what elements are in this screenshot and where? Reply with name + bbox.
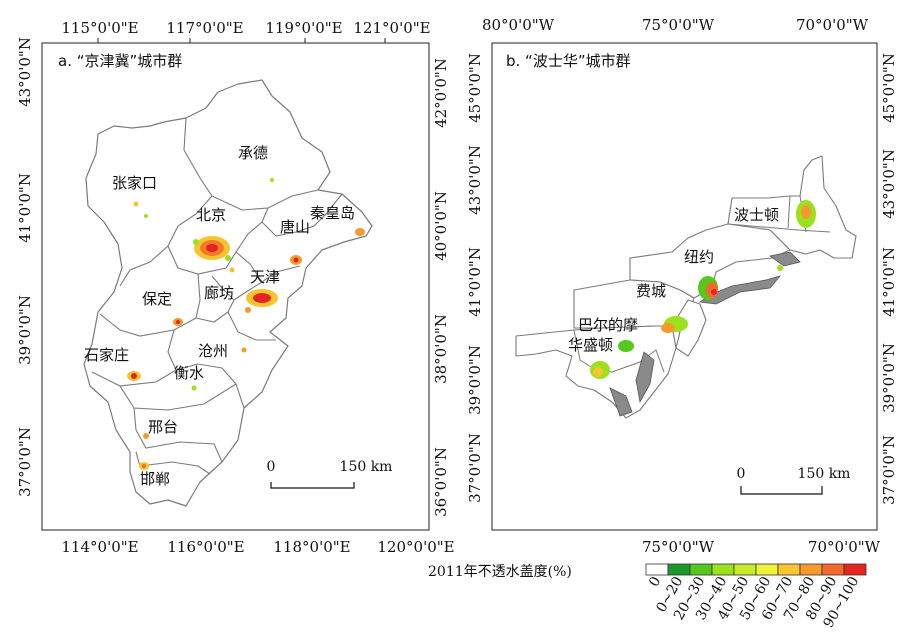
legend-swatch [755, 563, 779, 576]
panel-b-left-tick: 39°0'0"N [466, 345, 484, 415]
panel-b: 80°0'0"W 75°0'0"W 70°0'0"W 75°0'0"W 70°0… [466, 16, 898, 556]
jingjinji-outline [83, 79, 373, 507]
scale-zero: 0 [267, 459, 276, 475]
city-label: 承德 [238, 144, 268, 162]
city-label: 邯郸 [140, 470, 170, 488]
panel-b-right-tick: 41°0'0"N [880, 247, 898, 317]
panel-b-right-tick: 45°0'0"N [880, 53, 898, 123]
panel-b-left-tick: 45°0'0"N [466, 53, 484, 123]
panel-b-top-tick: 70°0'0"W [796, 16, 869, 34]
legend-swatch [843, 563, 867, 576]
legend-swatch [799, 563, 823, 576]
panel-b-top-tick: 80°0'0"W [482, 16, 555, 34]
legend-swatch [645, 563, 669, 576]
panel-a-right-tick: 40°0'0"N [432, 191, 450, 261]
panel-a-left-tick: 37°0'0"N [16, 427, 34, 497]
city-label: 廊坊 [204, 284, 234, 302]
panel-a-right-tick: 36°0'0"N [432, 447, 450, 517]
panel-b-right-tick: 43°0'0"N [880, 149, 898, 219]
panel-b-bottom-tick: 70°0'0"W [808, 538, 881, 556]
city-label: 秦皇岛 [310, 204, 355, 222]
city-label: 张家口 [112, 174, 157, 192]
city-label: 纽约 [684, 248, 714, 266]
impervious-patches-b [590, 200, 816, 379]
panel-a-right-tick: 42°0'0"N [432, 58, 450, 128]
city-label: 北京 [196, 206, 226, 224]
panel-a-bottom-tick: 114°0'0"E [61, 538, 138, 556]
panel-b-right-tick: 37°0'0"N [880, 435, 898, 505]
panel-b-left-tick: 37°0'0"N [466, 433, 484, 503]
panel-b-top-tick: 75°0'0"W [642, 16, 715, 34]
city-label: 沧州 [198, 342, 228, 360]
scale-distance: 150 km [798, 466, 851, 482]
city-label: 衡水 [174, 364, 204, 382]
legend: 2011年不透水盖度(%) 00~2020~3030~4040~5050~606… [428, 563, 867, 631]
city-label: 邢台 [148, 418, 178, 436]
panel-a-top-tick: 115°0'0"E [61, 19, 138, 37]
panel-a-right-tick: 38°0'0"N [432, 314, 450, 384]
city-label: 费城 [636, 282, 666, 300]
prefecture-boundaries [91, 117, 343, 475]
panel-b-title: b. “波士华”城市群 [506, 52, 631, 70]
city-label: 华盛顿 [568, 336, 613, 354]
city-label: 天津 [250, 268, 280, 286]
legend-swatch [733, 563, 757, 576]
panel-b-left-tick: 41°0'0"N [466, 247, 484, 317]
panel-a-title: a. “京津冀”城市群 [58, 52, 182, 70]
legend-swatch [821, 563, 845, 576]
impervious-patches-a [127, 178, 365, 470]
legend-labels: 00~2020~3030~4040~5050~6060~7070~8080~90… [646, 574, 862, 631]
panel-a-top-tick: 119°0'0"E [265, 19, 342, 37]
legend-label: 0 [646, 574, 664, 590]
panel-a-left-tick: 43°0'0"N [16, 37, 34, 107]
city-label: 保定 [142, 290, 172, 308]
city-label: 波士顿 [734, 206, 779, 224]
panel-a-bottom-tick: 116°0'0"E [167, 538, 244, 556]
city-label: 石家庄 [84, 346, 129, 364]
panel-b-left-tick: 43°0'0"N [466, 145, 484, 215]
panel-a-scale-bar: 0 150 km [267, 459, 393, 489]
legend-title: 2011年不透水盖度(%) [428, 564, 572, 580]
scale-distance: 150 km [340, 459, 393, 475]
panel-b-scale-bar: 0 150 km [737, 466, 851, 495]
legend-swatch [711, 563, 735, 576]
city-label: 唐山 [280, 218, 310, 236]
legend-swatch [777, 563, 801, 576]
legend-swatches [645, 563, 867, 576]
panel-a-left-tick: 39°0'0"N [16, 295, 34, 365]
city-label: 巴尔的摩 [578, 316, 638, 334]
legend-swatch [689, 563, 713, 576]
panel-a: 115°0'0"E 117°0'0"E 119°0'0"E 121°0'0"E … [16, 19, 455, 556]
panel-b-right-tick: 39°0'0"N [880, 343, 898, 413]
panel-b-bottom-tick: 75°0'0"W [642, 538, 715, 556]
panel-a-bottom-tick: 120°0'0"E [377, 538, 454, 556]
panel-a-top-tick: 121°0'0"E [353, 19, 430, 37]
panel-a-bottom-tick: 118°0'0"E [273, 538, 350, 556]
panel-a-top-tick: 117°0'0"E [166, 19, 243, 37]
scale-zero: 0 [737, 466, 746, 482]
panel-a-left-tick: 41°0'0"N [16, 173, 34, 243]
legend-swatch [667, 563, 691, 576]
